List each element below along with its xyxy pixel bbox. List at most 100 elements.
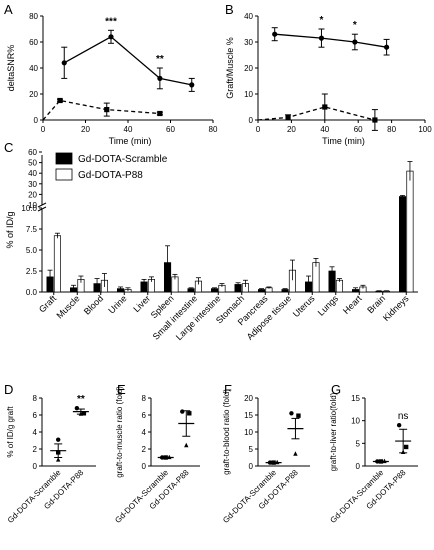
data-point	[318, 35, 325, 41]
y-tick-label: 30	[28, 180, 37, 189]
category-label: Kidneys	[381, 293, 411, 323]
category-label: Liver	[131, 293, 152, 314]
data-point	[271, 460, 276, 465]
bar	[53, 235, 62, 293]
panel-label-b: B	[225, 2, 234, 17]
panel-label-a: A	[4, 2, 13, 17]
category-label: Muscle	[54, 293, 81, 320]
y-tick-label: 10	[244, 90, 253, 99]
data-point	[267, 460, 273, 465]
data-point	[167, 454, 172, 460]
y-axis-label: % of ID/g	[5, 211, 15, 248]
significance-marker: *	[320, 15, 324, 26]
bar	[399, 196, 407, 293]
y-tick-label: 5	[249, 445, 254, 454]
y-tick-label: 60	[29, 38, 38, 47]
data-point	[285, 114, 291, 120]
category-label: Urine	[106, 293, 128, 315]
y-tick-label: 0	[356, 462, 361, 471]
data-point	[157, 75, 163, 81]
x-tick-label: 20	[81, 125, 90, 134]
y-tick-label: 0.0	[26, 288, 38, 297]
y-tick-label: 0	[249, 462, 254, 471]
y-tick-label: 10	[244, 428, 253, 437]
y-tick-label: 10.0	[21, 204, 37, 213]
data-point	[403, 444, 409, 450]
data-point	[372, 117, 378, 123]
y-tick-label: 60	[28, 148, 37, 157]
y-tick-label: 30	[244, 38, 253, 47]
data-point	[74, 406, 80, 411]
y-tick-label: 6	[142, 411, 147, 420]
legend-label: Gd-DOTA-P88	[78, 170, 143, 181]
y-axis-label: Graft/Muscle %	[225, 37, 235, 99]
data-point	[61, 60, 67, 66]
data-point	[296, 413, 301, 418]
y-tick-label: 40	[28, 169, 37, 178]
y-tick-label: 15	[351, 394, 360, 403]
data-point	[396, 423, 402, 428]
y-tick-label: 20	[28, 190, 37, 199]
x-axis-label: Time (min)	[322, 136, 365, 146]
data-point	[382, 458, 387, 464]
y-tick-label: 5	[356, 439, 361, 448]
series-line-solid	[274, 33, 387, 48]
y-tick-label: 20	[29, 90, 38, 99]
data-point	[104, 107, 110, 113]
category-label: Blood	[82, 293, 105, 316]
x-tick-label: 0	[41, 125, 46, 134]
legend-label: Gd-DOTA-Scramble	[78, 154, 168, 165]
data-point	[81, 411, 87, 416]
series-line-solid	[63, 36, 192, 86]
y-tick-label: 4	[33, 428, 38, 437]
y-tick-label: 40	[29, 64, 38, 73]
data-point	[57, 97, 63, 104]
data-point	[184, 442, 189, 448]
x-tick-label: 40	[320, 125, 329, 134]
significance-marker: **	[156, 54, 164, 65]
y-axis-label: graft-to-muscle ratio (fold)	[115, 386, 124, 478]
data-point	[378, 459, 384, 464]
y-tick-label: 40	[244, 12, 253, 21]
significance-marker: ***	[105, 16, 117, 27]
data-point	[108, 34, 114, 40]
data-point	[383, 44, 390, 50]
category-label: Gd-DOTA-P88	[257, 468, 300, 511]
significance-marker: **	[77, 394, 85, 405]
y-tick-label: 0	[34, 116, 39, 125]
data-point	[56, 450, 61, 455]
legend-swatch	[55, 168, 73, 181]
bar	[406, 170, 414, 293]
y-axis-label: graft-to-blood ratio (fold)	[222, 389, 231, 475]
y-axis-label: graft-to-liver ratio(fold)	[329, 392, 338, 471]
bar	[335, 279, 344, 293]
data-point	[180, 409, 185, 414]
legend-swatch	[55, 152, 73, 165]
category-label: Uterus	[291, 293, 317, 319]
data-point	[322, 104, 328, 110]
panel-label-g: G	[331, 382, 341, 397]
y-tick-label: 0	[142, 462, 147, 471]
panel-label-c: C	[4, 140, 13, 155]
data-point	[275, 459, 280, 465]
y-tick-label: 2.5	[26, 267, 38, 276]
y-tick-label: 20	[244, 64, 253, 73]
x-tick-label: 20	[287, 125, 296, 134]
data-point	[163, 455, 168, 460]
panel-label-f: F	[224, 382, 232, 397]
data-point	[289, 411, 294, 416]
y-axis-label: deltaSNR%	[6, 45, 16, 92]
significance-marker: *	[353, 20, 357, 31]
category-label: Gd-DOTA-P88	[365, 468, 408, 511]
data-point	[352, 39, 358, 45]
significance-marker: ns	[398, 411, 409, 422]
axis-break-mark	[37, 206, 47, 212]
data-point	[189, 82, 195, 88]
panel-label-d: D	[4, 382, 13, 397]
data-point	[159, 455, 165, 460]
data-point	[157, 110, 163, 117]
data-point	[375, 459, 380, 464]
x-tick-label: 100	[418, 125, 432, 134]
y-tick-label: 8	[142, 394, 147, 403]
